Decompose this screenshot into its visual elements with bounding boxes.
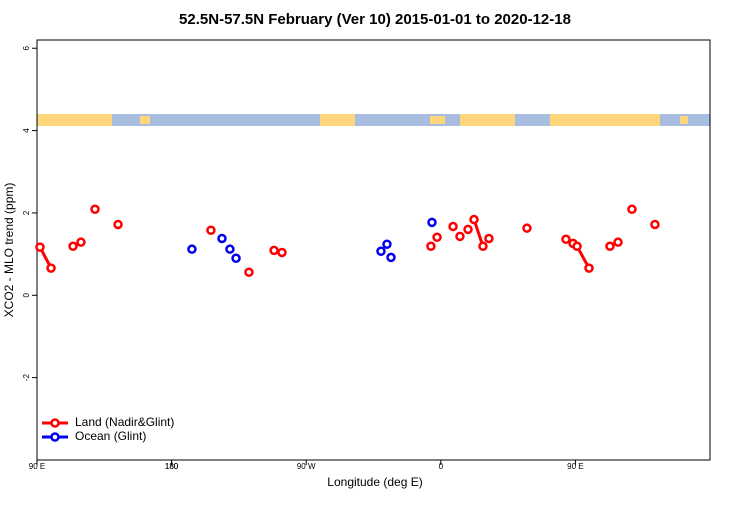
data-point — [463, 224, 473, 235]
data-point — [650, 219, 660, 230]
x-tick-label: 90 E — [567, 462, 583, 471]
x-tick-label: 90 E — [29, 462, 45, 471]
data-point — [427, 217, 437, 228]
data-point — [269, 245, 279, 256]
data-point — [561, 234, 571, 245]
x-axis-label: Longitude (deg E) — [327, 475, 422, 489]
data-point — [46, 263, 56, 273]
data-point — [277, 247, 287, 258]
data-point — [113, 219, 123, 230]
data-point — [90, 204, 100, 214]
data-point — [244, 267, 254, 277]
data-point — [206, 225, 216, 235]
legend-label: Land (Nadir&Glint) — [75, 415, 174, 429]
data-point — [584, 263, 594, 273]
data-point — [605, 241, 615, 252]
y-tick-label: 0 — [22, 293, 31, 298]
y-axis-label: XCO2 - MLO trend (ppm) — [2, 183, 16, 318]
x-tick-label: 180 — [165, 462, 179, 471]
data-point — [448, 221, 458, 232]
y-tick-label: 2 — [22, 210, 31, 215]
data-point — [76, 237, 86, 247]
data-point — [386, 252, 396, 263]
data-point — [522, 223, 532, 233]
data-point — [231, 253, 241, 263]
data-point — [572, 241, 582, 252]
legend-marker — [50, 432, 60, 442]
x-tick-label: 180 — [165, 462, 179, 471]
data-point — [187, 244, 197, 254]
data-point — [627, 204, 637, 214]
data-point — [484, 233, 494, 244]
y-tick-label: 6 — [22, 45, 31, 50]
data-point — [217, 233, 227, 244]
data-point — [432, 232, 442, 242]
map-strip — [37, 114, 710, 126]
data-point — [376, 246, 386, 256]
data-point — [225, 244, 235, 254]
data-point — [613, 237, 623, 247]
y-tick-label: -2 — [22, 374, 31, 382]
data-point — [382, 239, 392, 249]
x-tick-label: 90 W — [297, 462, 316, 471]
data-point — [455, 231, 465, 242]
x-tick-label: 0 — [439, 462, 444, 471]
chart-title: 52.5N-57.5N February (Ver 10) 2015-01-01… — [179, 11, 571, 28]
data-point — [35, 242, 45, 252]
data-point — [469, 214, 479, 225]
data-point — [426, 241, 436, 252]
legend-marker — [50, 418, 60, 428]
legend-label: Ocean (Glint) — [75, 429, 146, 443]
y-tick-label: 4 — [22, 128, 31, 133]
data-point — [478, 241, 488, 252]
data-point — [68, 241, 78, 252]
